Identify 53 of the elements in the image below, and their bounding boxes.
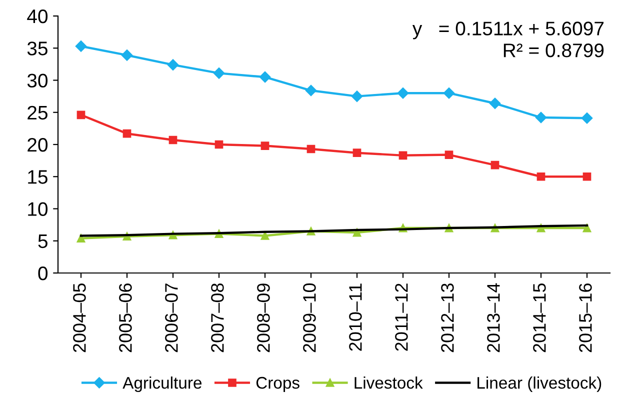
x-tick-label: 2013–14 — [487, 283, 500, 352]
y-tick-label: 20 — [28, 138, 48, 152]
point — [167, 59, 179, 70]
x-tick-label: 2015–16 — [579, 284, 592, 352]
point — [489, 98, 501, 109]
point — [398, 151, 408, 160]
point — [352, 148, 362, 158]
point — [260, 142, 270, 150]
legend-label: Linear (livestock) — [478, 376, 602, 392]
point — [582, 224, 592, 232]
point — [305, 84, 317, 96]
point — [76, 110, 86, 120]
point — [490, 160, 500, 170]
point — [535, 112, 547, 124]
point — [581, 112, 593, 124]
point — [444, 150, 454, 159]
y-tick-label: 10 — [28, 202, 48, 216]
y-tick-label: 35 — [27, 42, 48, 56]
point — [214, 140, 224, 149]
x-tick-label: 2011–12 — [395, 284, 408, 351]
x-tick-label: 2009–10 — [303, 283, 316, 352]
x-tick-label: 2005–06 — [119, 284, 132, 352]
point — [536, 172, 546, 181]
annotation: R² = 0.8799 — [504, 44, 604, 58]
y-tick-label: 25 — [28, 106, 48, 120]
point — [260, 232, 270, 240]
x-tick-label: 2006–07 — [165, 284, 178, 352]
x-tick-label: 2008–09 — [257, 284, 270, 352]
legend-label: Crops — [256, 376, 300, 392]
legend-label: Agriculture — [122, 376, 202, 392]
y-tick-label: 40 — [27, 9, 48, 24]
y-tick-label: 30 — [27, 74, 48, 88]
x-tick-label: 2010–11 — [349, 284, 362, 351]
point — [443, 87, 455, 99]
legend-label: Livestock — [354, 376, 423, 389]
point — [259, 71, 271, 83]
y-tick-label: 15 — [28, 170, 48, 184]
point — [351, 90, 363, 102]
point — [121, 50, 133, 61]
annotation: y = 0.1511x + 5.6097 — [412, 22, 604, 40]
x-tick-label: 2007–08 — [211, 284, 224, 352]
point — [397, 87, 409, 99]
y-tick-label: 5 — [38, 234, 48, 248]
point — [213, 68, 225, 79]
y-tick-label: 0 — [38, 266, 48, 280]
point — [75, 40, 87, 52]
point — [582, 172, 592, 181]
point — [122, 129, 132, 138]
point — [306, 144, 316, 154]
x-tick-label: 2014–15 — [533, 283, 546, 352]
x-tick-label: 2004–05 — [73, 283, 86, 352]
point — [168, 136, 178, 144]
x-tick-label: 2012–13 — [441, 284, 454, 352]
